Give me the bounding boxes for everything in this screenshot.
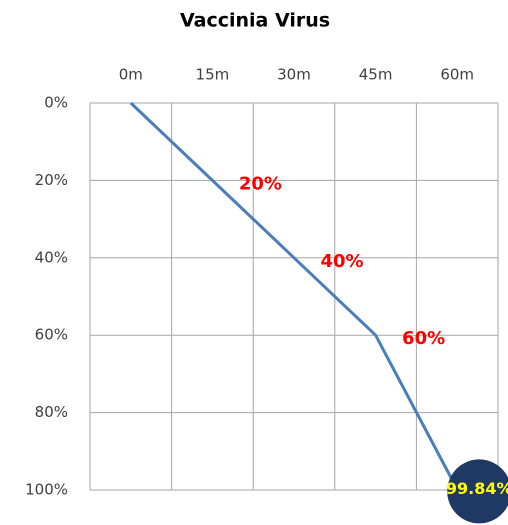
data-label: 40% bbox=[320, 251, 363, 272]
y-tick-label: 40% bbox=[35, 248, 68, 266]
chart-title: Vaccinia Virus bbox=[180, 10, 330, 32]
y-tick-label: 20% bbox=[35, 171, 68, 189]
y-tick-label: 80% bbox=[35, 403, 68, 421]
y-tick-label: 100% bbox=[25, 481, 68, 499]
data-label: 99.84% bbox=[446, 479, 508, 498]
x-tick-label: 0m bbox=[119, 66, 143, 84]
data-label: 20% bbox=[239, 173, 282, 194]
x-tick-label: 30m bbox=[277, 66, 311, 84]
x-tick-label: 60m bbox=[440, 66, 474, 84]
y-tick-label: 60% bbox=[35, 326, 68, 344]
x-tick-label: 15m bbox=[196, 66, 230, 84]
line bbox=[129, 101, 459, 491]
value-badge bbox=[447, 459, 508, 524]
y-tick-label: 0% bbox=[44, 94, 68, 112]
x-tick-label: 45m bbox=[359, 66, 393, 84]
data-label: 60% bbox=[402, 328, 445, 349]
